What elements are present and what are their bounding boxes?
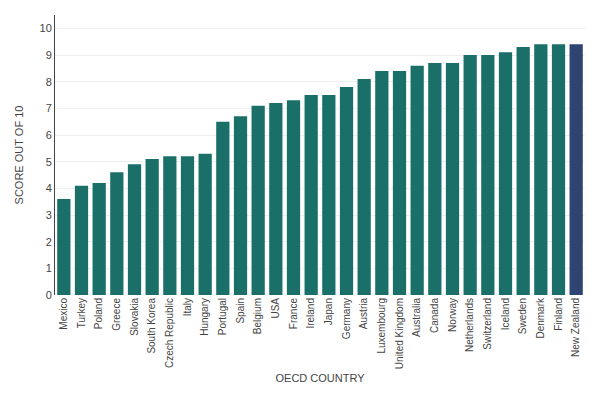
svg-text:2: 2 bbox=[46, 236, 52, 248]
svg-text:Japan: Japan bbox=[323, 298, 334, 325]
svg-text:Switzerland: Switzerland bbox=[482, 298, 493, 350]
svg-text:10: 10 bbox=[40, 22, 52, 34]
svg-text:Canada: Canada bbox=[429, 298, 440, 333]
svg-text:Mexico: Mexico bbox=[58, 298, 69, 330]
svg-text:Norway: Norway bbox=[447, 298, 458, 332]
svg-text:3: 3 bbox=[46, 209, 52, 221]
svg-text:Greece: Greece bbox=[111, 298, 122, 331]
svg-text:USA: USA bbox=[270, 298, 281, 319]
svg-text:7: 7 bbox=[46, 102, 52, 114]
svg-text:Germany: Germany bbox=[341, 298, 352, 339]
svg-text:Finland: Finland bbox=[553, 298, 564, 331]
svg-text:Czech Republic: Czech Republic bbox=[164, 298, 175, 368]
svg-text:Portugal: Portugal bbox=[217, 298, 228, 335]
svg-text:Ireland: Ireland bbox=[305, 298, 316, 329]
svg-text:Denmark: Denmark bbox=[535, 297, 546, 339]
svg-text:Slovakia: Slovakia bbox=[129, 298, 140, 336]
svg-text:8: 8 bbox=[46, 76, 52, 88]
svg-text:Turkey: Turkey bbox=[76, 298, 87, 328]
svg-text:4: 4 bbox=[46, 182, 52, 194]
svg-text:Belgium: Belgium bbox=[252, 298, 263, 334]
svg-text:Iceland: Iceland bbox=[500, 298, 511, 330]
svg-text:1: 1 bbox=[46, 262, 52, 274]
svg-text:South Korea: South Korea bbox=[146, 298, 157, 354]
svg-text:Luxembourg: Luxembourg bbox=[376, 298, 387, 354]
svg-text:5: 5 bbox=[46, 156, 52, 168]
svg-text:Hungary: Hungary bbox=[199, 298, 210, 336]
svg-text:United Kingdom: United Kingdom bbox=[394, 298, 405, 369]
svg-text:6: 6 bbox=[46, 129, 52, 141]
svg-text:New Zealand: New Zealand bbox=[570, 298, 581, 357]
svg-text:Netherlands: Netherlands bbox=[464, 298, 475, 352]
svg-text:SCORE OUT OF 10: SCORE OUT OF 10 bbox=[13, 106, 25, 205]
svg-text:France: France bbox=[288, 298, 299, 330]
svg-text:Italy: Italy bbox=[182, 298, 193, 316]
svg-text:Poland: Poland bbox=[93, 298, 104, 329]
svg-text:Australia: Australia bbox=[411, 298, 422, 337]
svg-text:OECD COUNTRY: OECD COUNTRY bbox=[275, 372, 365, 384]
svg-text:Spain: Spain bbox=[235, 298, 246, 324]
svg-text:Austria: Austria bbox=[358, 298, 369, 330]
svg-text:0: 0 bbox=[46, 289, 52, 301]
svg-text:9: 9 bbox=[46, 49, 52, 61]
svg-text:Sweden: Sweden bbox=[517, 298, 528, 334]
